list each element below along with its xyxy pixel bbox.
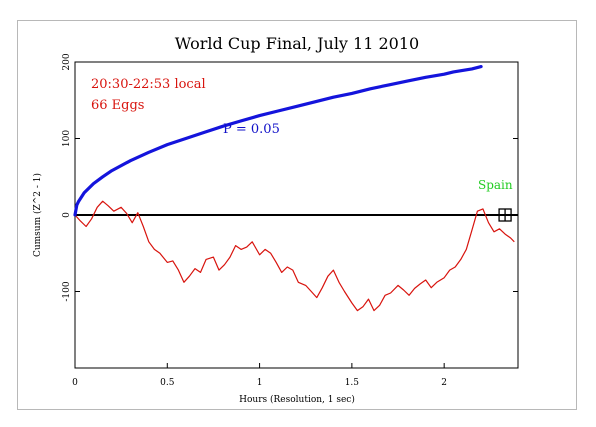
p-005-envelope-line — [73, 64, 483, 217]
y-tick-label: -100 — [62, 281, 72, 301]
eggs-annotation: 66 Eggs — [91, 98, 144, 113]
y-axis-label: Cumsum (Z^2 - 1) — [32, 173, 43, 257]
x-tick-label: 2 — [441, 378, 447, 388]
y-tick-label: 100 — [62, 130, 72, 147]
x-tick-label: 0 — [72, 378, 78, 388]
spain-event-label: Spain — [478, 178, 513, 192]
x-tick-label: 0.5 — [160, 378, 175, 388]
x-tick-label: 1 — [257, 378, 263, 388]
chart-frame — [17, 20, 577, 410]
y-axis-ticks: -100 0 100 200 — [62, 53, 80, 302]
event-marker-icon — [498, 208, 512, 222]
x-axis-ticks: 0 0.5 1 1.5 2 — [72, 363, 447, 388]
y-tick-label: 0 — [62, 212, 72, 218]
cumsum-series-line — [74, 200, 515, 312]
time-range-annotation: 20:30-22:53 local — [91, 77, 206, 92]
y-tick-label: 200 — [62, 53, 72, 70]
p-value-annotation: P = 0.05 — [223, 122, 280, 137]
right-axis-ticks — [513, 61, 518, 292]
x-tick-label: 1.5 — [345, 378, 360, 388]
x-axis-label: Hours (Resolution, 1 sec) — [239, 394, 355, 405]
chart-title: World Cup Final, July 11 2010 — [175, 34, 419, 53]
